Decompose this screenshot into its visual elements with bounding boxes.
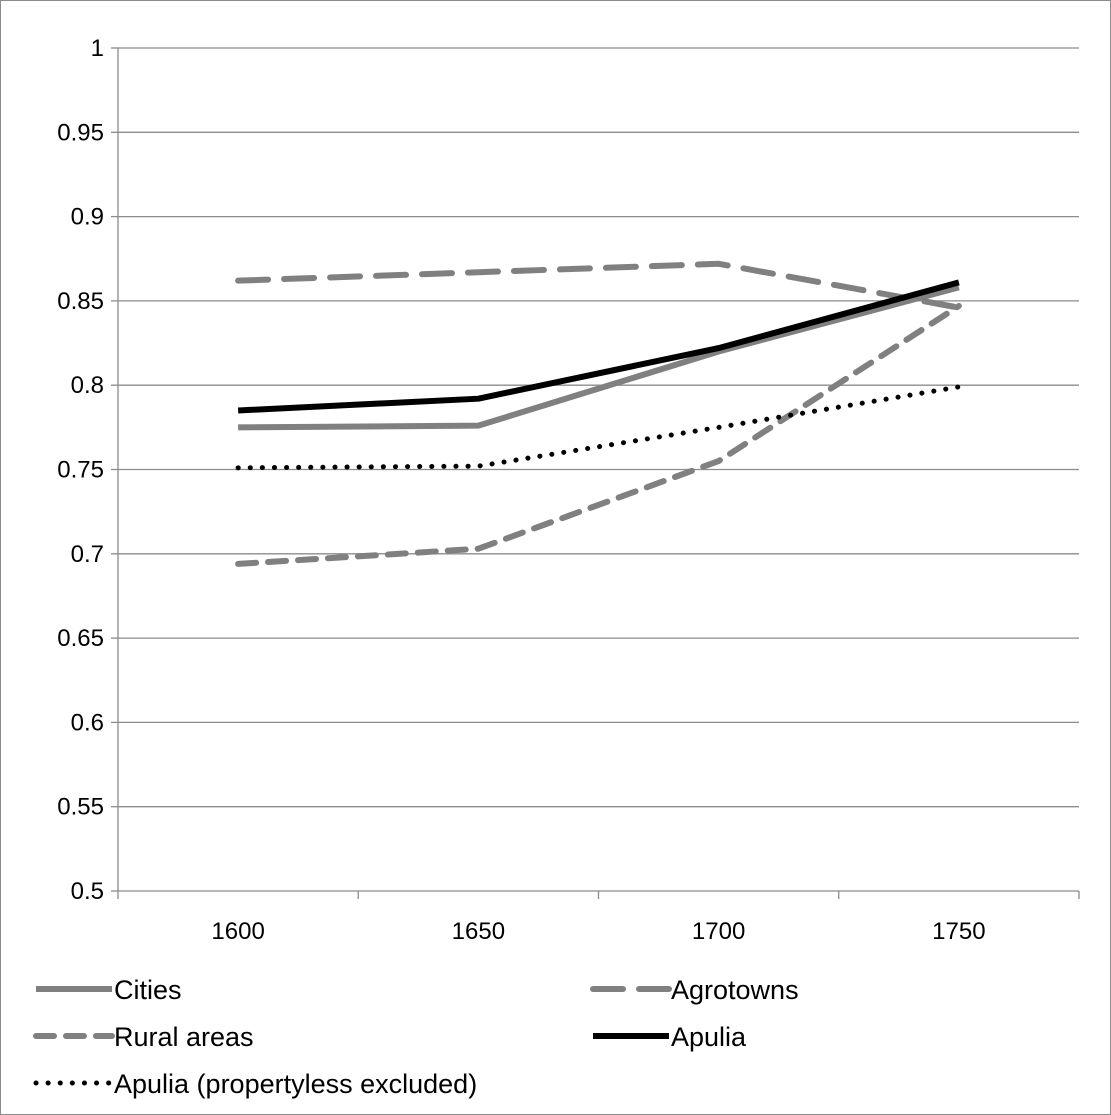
y-tick-label: 0.7	[71, 541, 104, 568]
legend-label: Rural areas	[114, 1022, 254, 1052]
y-tick-label: 0.8	[71, 372, 104, 399]
x-axis-labels: 1600 1650 1700 1750	[117, 891, 1080, 945]
y-tick-label: 0.95	[57, 119, 104, 146]
legend: Cities Agrotowns Rural areas Apulia Apulia (…	[33, 975, 799, 1099]
y-tick-label: 0.55	[57, 794, 104, 821]
series-line-cities	[238, 284, 960, 431]
x-tick-label: 1600	[211, 918, 264, 945]
legend-label: Apulia	[671, 1022, 747, 1052]
y-axis-labels: 0.5 0.55 0.6 0.65 0.7 0.75 0.8 0.85 0.9 0.95 1	[57, 35, 104, 905]
y-tick-label: 0.9	[71, 204, 104, 231]
y-tick-label: 0.5	[71, 878, 104, 905]
legend-label: Apulia (propertyless excluded)	[114, 1069, 477, 1099]
gridlines	[111, 47, 1079, 892]
y-tick-label: 0.6	[71, 709, 104, 736]
legend-label: Agrotowns	[671, 975, 799, 1005]
series-line-apulia-propertyless-excluded	[235, 384, 962, 471]
series-lines	[235, 260, 962, 567]
series-line-agrotowns	[235, 260, 962, 311]
series-line-apulia	[237, 279, 960, 414]
y-tick-label: 0.75	[57, 457, 104, 484]
y-tick-label: 1	[91, 35, 104, 62]
x-tick-label: 1700	[692, 918, 745, 945]
x-tick-label: 1750	[932, 918, 985, 945]
series-line-rural-areas	[235, 302, 962, 567]
legend-label: Cities	[114, 975, 182, 1005]
x-tick-label: 1650	[452, 918, 505, 945]
y-tick-label: 0.85	[57, 288, 104, 315]
y-tick-label: 0.65	[57, 625, 104, 652]
